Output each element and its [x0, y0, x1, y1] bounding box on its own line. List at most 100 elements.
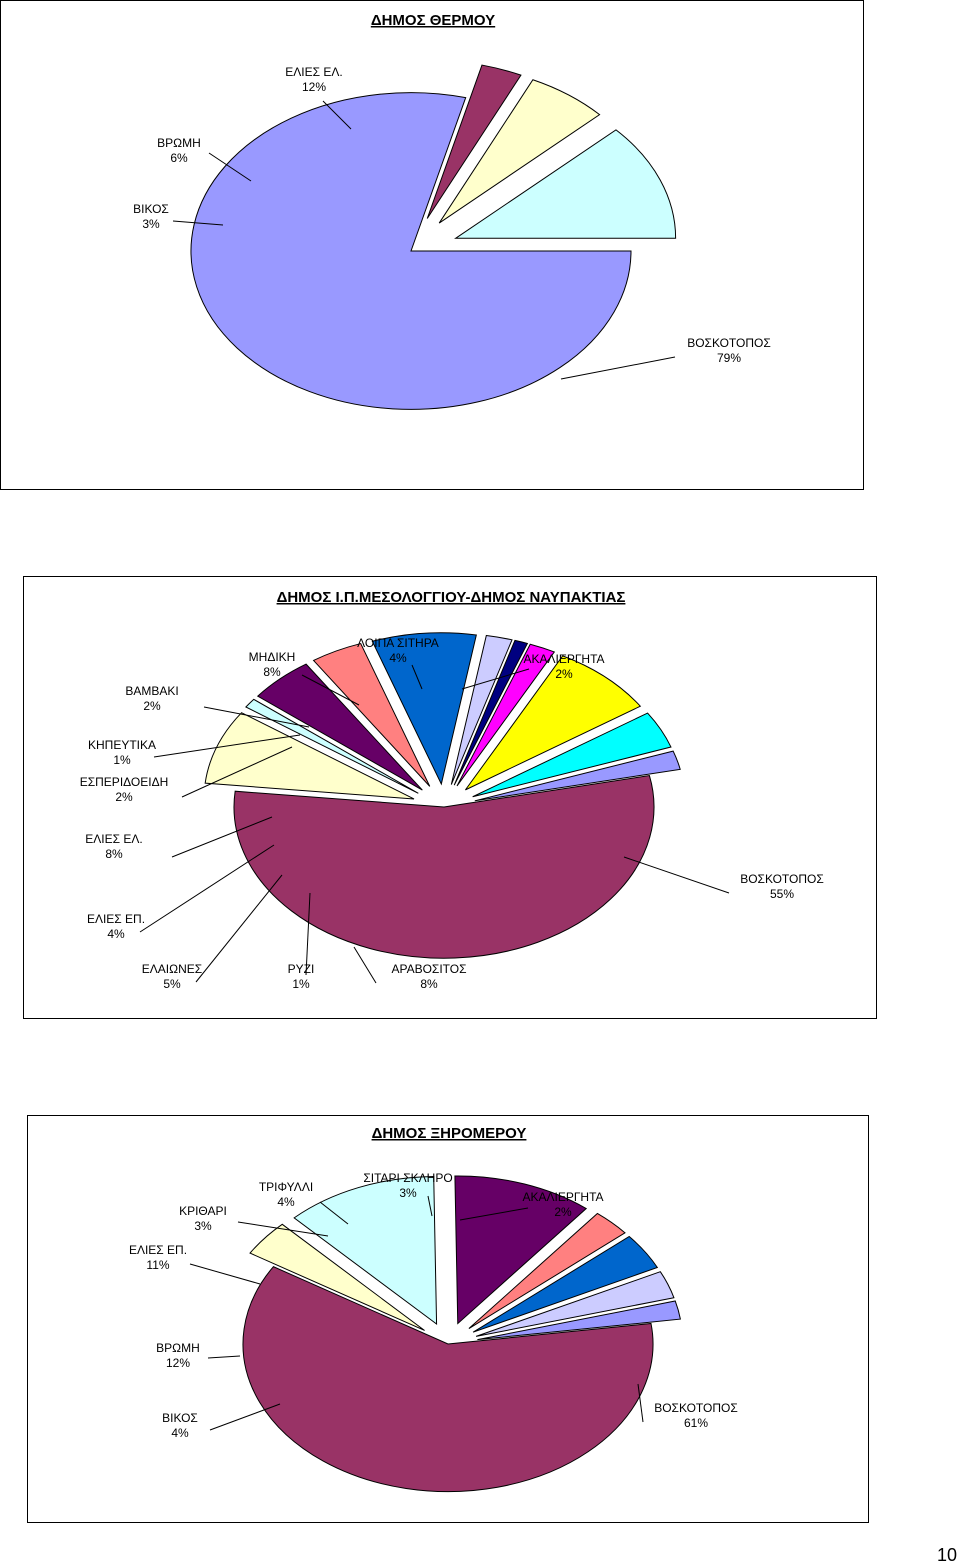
pie-slice-3: [256, 663, 423, 791]
leader-line: [319, 1201, 349, 1225]
pie-slice-3: [453, 129, 677, 239]
leader-line: [171, 816, 273, 858]
leader-line: [181, 746, 293, 798]
slice-category-label: ΒΙΚΟΣ: [133, 202, 169, 216]
slice-category-label: ΕΛΙΕΣ ΕΛ.: [85, 832, 142, 846]
pie-slice-6: [475, 1271, 675, 1337]
slice-category-label: ΑΚΑΛΙΕΡΓΗΤΑ: [522, 1190, 603, 1204]
chart-mesologgiou-svg: ΔΗΜΟΣ Ι.Π.ΜΕΣΟΛΟΓΓΙΟΥ-ΔΗΜΟΣ ΝΑΥΠΑΚΤΙΑΣ Β…: [80, 589, 824, 991]
chart-title: ΔΗΜΟΣ Ι.Π.ΜΕΣΟΛΟΓΓΙΟΥ-ΔΗΜΟΣ ΝΑΥΠΑΚΤΙΑΣ: [277, 589, 626, 606]
slice-value-label: 4%: [277, 1195, 295, 1209]
page-number: 10: [937, 1545, 958, 1565]
slice-value-label: 61%: [684, 1416, 708, 1430]
slice-category-label: ΒΟΣΚΟΤΟΠΟΣ: [740, 872, 824, 886]
slice-category-label: ΚΗΠΕΥΤΙΚΑ: [88, 738, 156, 752]
slice-category-label: ΒΡΩΜΗ: [157, 136, 201, 150]
leader-line: [301, 674, 360, 706]
pie-slice-6: [450, 634, 513, 785]
slice-value-label: 3%: [194, 1219, 212, 1233]
slice-value-label: 8%: [263, 665, 281, 679]
pie-slice-3: [454, 1175, 588, 1325]
slice-value-label: 8%: [105, 847, 123, 861]
pie-slice-9: [465, 655, 642, 791]
leader-line: [305, 892, 311, 976]
chart-mesologgiou: ΔΗΜΟΣ Ι.Π.ΜΕΣΟΛΟΓΓΙΟΥ-ΔΗΜΟΣ ΝΑΥΠΑΚΤΙΑΣ Β…: [23, 576, 877, 1019]
slice-value-label: 4%: [107, 927, 125, 941]
slice-category-label: ΤΡΙΦΥΛΛΙ: [259, 1180, 313, 1194]
slice-value-label: 8%: [420, 977, 438, 991]
pie-slice-5: [371, 632, 477, 786]
slice-category-label: ΕΛΙΕΣ ΕΠ.: [87, 912, 145, 926]
slice-category-label: ΕΣΠΕΡΙΔΟΕΙΔΗ: [80, 775, 169, 789]
leader-line: [427, 1195, 433, 1217]
pie-slice-0: [233, 775, 655, 959]
slice-value-label: 2%: [555, 667, 573, 681]
leader-line: [322, 100, 352, 130]
chart-title: ΔΗΜΟΣ ΘΕΡΜΟΥ: [371, 12, 495, 29]
slice-category-label: ΒΑΜΒΑΚΙ: [125, 684, 178, 698]
slice-category-label: ΕΛΙΕΣ ΕΛ.: [285, 65, 342, 79]
pie-slice-0: [190, 92, 632, 410]
leader-line: [208, 152, 252, 182]
pie-slice-1: [249, 1223, 425, 1331]
leader-line: [560, 356, 676, 380]
slice-value-label: 3%: [142, 217, 160, 231]
leader-line: [189, 1263, 261, 1285]
slice-value-label: 2%: [554, 1205, 572, 1219]
slice-category-label: ΒΙΚΟΣ: [162, 1411, 198, 1425]
slice-category-label: ΚΡΙΘΑΡΙ: [179, 1204, 227, 1218]
slice-category-label: ΑΚΑΛΙΕΡΓΗΤΑ: [523, 652, 604, 666]
leader-line: [237, 1221, 329, 1237]
slice-value-label: 2%: [143, 699, 161, 713]
slice-value-label: 12%: [302, 80, 326, 94]
pie-slice-8: [456, 643, 556, 787]
pie-slice-7: [453, 639, 529, 786]
slice-value-label: 79%: [717, 351, 741, 365]
pie-slice-2: [438, 79, 601, 224]
slice-category-label: ΒΡΩΜΗ: [156, 1341, 200, 1355]
slice-value-label: 4%: [171, 1426, 189, 1440]
slice-category-label: ΡΥΖΙ: [288, 962, 315, 976]
leader-line: [411, 664, 423, 690]
slice-value-label: 12%: [166, 1356, 190, 1370]
slice-value-label: 3%: [399, 1186, 417, 1200]
leader-line: [172, 220, 224, 226]
slice-category-label: ΣΙΤΑΡΙ ΣΚΛΗΡΟ: [363, 1171, 452, 1185]
pie-slice-7: [477, 1300, 681, 1341]
pie-slice-10: [472, 712, 672, 798]
slice-value-label: 1%: [113, 753, 131, 767]
slice-category-label: ΛΟΙΠΑ ΣΙΤΗΡΑ: [357, 636, 439, 650]
chart-title: ΔΗΜΟΣ ΞΗΡΟΜΕΡΟΥ: [372, 1125, 527, 1142]
slice-value-label: 1%: [292, 977, 310, 991]
leader-line: [207, 1355, 241, 1359]
slice-category-label: ΜΗΔΙΚΗ: [249, 650, 296, 664]
pie-slice-11: [474, 750, 681, 802]
slice-category-label: ΕΛΙΕΣ ΕΠ.: [129, 1243, 187, 1257]
slice-category-label: ΒΟΣΚΟΤΟΠΟΣ: [687, 336, 771, 350]
pie-slice-4: [312, 642, 431, 787]
chart-xiromerou-svg: ΔΗΜΟΣ ΞΗΡΟΜΕΡΟΥ ΒΟΣΚΟΤΟΠΟΣ61%ΒΙΚΟΣ4%ΒΡΩΜ…: [129, 1125, 738, 1493]
pie-slice-1: [426, 64, 522, 219]
leader-line: [139, 844, 275, 933]
leader-line: [459, 1207, 529, 1221]
slice-value-label: 6%: [170, 151, 188, 165]
slice-value-label: 11%: [146, 1258, 169, 1272]
slice-value-label: 5%: [163, 977, 181, 991]
slice-value-label: 4%: [389, 651, 407, 665]
leader-line: [203, 706, 310, 728]
pie-slice-4: [468, 1212, 626, 1329]
pie-slice-0: [242, 1266, 654, 1493]
chart-xiromerou: ΔΗΜΟΣ ΞΗΡΟΜΕΡΟΥ ΒΟΣΚΟΤΟΠΟΣ 61% ΒΙΚΟΣ 4% ΒΡΩΜ…: [27, 1115, 869, 1523]
leader-line: [637, 1383, 644, 1423]
slice-category-label: ΒΟΣΚΟΤΟΠΟΣ: [654, 1401, 738, 1415]
chart-thermou: ΔΗΜΟΣ ΘΕΡΜΟΥ ΒΟΣΚΟΤΟΠΟΣ 79% ΒΙΚΟΣ 3% ΒΡΩΜΗ 6%…: [0, 0, 864, 490]
leader-line: [623, 856, 730, 894]
leader-line: [461, 668, 530, 690]
leader-line: [195, 874, 283, 983]
slice-value-label: 2%: [115, 790, 133, 804]
slice-category-label: ΑΡΑΒΟΣΙΤΟΣ: [391, 962, 466, 976]
leader-line: [209, 1403, 281, 1431]
pie-slice-2: [293, 1175, 438, 1326]
slice-category-label: ΕΛΑΙΩΝΕΣ: [142, 962, 202, 976]
